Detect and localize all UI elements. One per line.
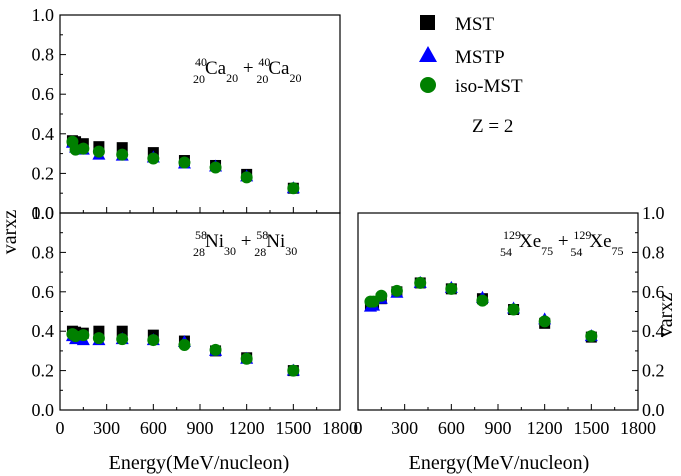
y-tick-label: 0.8 — [32, 242, 55, 262]
y-tick-label: 0.0 — [32, 400, 55, 420]
panel-2-system-label: 58 28Ni30 + 58 28Ni30 — [193, 228, 297, 259]
y-tick-label: 0.4 — [32, 124, 55, 144]
y-tick-label: 0.6 — [32, 282, 55, 302]
panel-2: 0.0 0.2 0.4 0.6 0.8 1.0 0 300 600 900 1200 1500 1800 — [32, 203, 359, 438]
panels-layer: 0.00.20.40.60.81.00.00.20.40.60.81.00 300… — [32, 5, 665, 438]
y-tick-label: 0.4 — [642, 321, 665, 341]
x-tick-label: 1500 — [573, 418, 609, 438]
point-iso-mst — [92, 332, 105, 345]
point-iso-mst — [507, 303, 520, 316]
x-axis-title-right: Energy(MeV/nucleon) — [409, 452, 590, 474]
point-iso-mst — [77, 329, 90, 342]
point-iso-mst — [147, 152, 160, 165]
y-axis-title-left: varxz — [0, 210, 21, 255]
point-mst — [116, 325, 128, 337]
x-axis-title-left: Energy(MeV/nucleon) — [109, 452, 290, 474]
point-iso-mst — [147, 334, 160, 347]
point-iso-mst — [375, 289, 388, 302]
point-mst — [93, 325, 105, 337]
point-mst — [116, 142, 128, 154]
legend-marker-mst — [420, 15, 435, 30]
y-tick-label: 0.8 — [32, 45, 55, 65]
y-tick-label: 0.2 — [642, 361, 665, 381]
x-tick-label: 1200 — [229, 418, 265, 438]
point-iso-mst — [476, 294, 489, 307]
x-tick-label: 0 — [354, 418, 363, 438]
y-tick-label: 0.6 — [642, 282, 665, 302]
legend: MST MSTP iso-MST — [419, 14, 523, 97]
point-iso-mst — [178, 338, 191, 351]
annotation-z: Z = 2 — [472, 116, 513, 137]
point-iso-mst — [287, 182, 300, 195]
y-tick-label: 0.6 — [32, 84, 55, 104]
y-tick-label: 1.0 — [32, 203, 55, 223]
y-tick-label: 0.2 — [32, 361, 55, 381]
point-iso-mst — [287, 364, 300, 377]
legend-label-mst: MST — [455, 14, 494, 35]
y-tick-label: 1.0 — [642, 203, 665, 223]
point-iso-mst — [178, 156, 191, 169]
point-iso-mst — [77, 142, 90, 155]
panel-1-system-label: 40 20Ca20 + 40 20Ca20 — [193, 55, 301, 86]
x-tick-label: 1800 — [620, 418, 656, 438]
x-tick-label: 0 — [56, 418, 65, 438]
point-iso-mst — [538, 315, 551, 328]
x-tick-label: 300 — [391, 418, 418, 438]
x-tick-label: 1200 — [527, 418, 563, 438]
y-tick-label: 0.0 — [642, 400, 665, 420]
y-tick-label: 0.4 — [32, 321, 55, 341]
legend-label-iso-mst: iso-MST — [455, 76, 523, 97]
x-tick-label: 900 — [485, 418, 512, 438]
point-iso-mst — [116, 333, 129, 346]
point-iso-mst — [209, 161, 222, 174]
legend-marker-mstp — [419, 46, 437, 62]
x-tick-label: 300 — [93, 418, 120, 438]
point-iso-mst — [116, 148, 129, 161]
x-tick-label: 1500 — [275, 418, 311, 438]
panel-3-system-label: 129 54 Xe75 + 129 54 Xe75 — [500, 228, 624, 259]
x-tick-label: 600 — [140, 418, 167, 438]
x-tick-label: 1800 — [322, 418, 358, 438]
y-axis-title-right: varxz — [655, 293, 677, 338]
point-iso-mst — [240, 352, 253, 365]
panel-2-frame — [59, 212, 341, 411]
y-tick-label: 1.0 — [32, 5, 55, 25]
point-iso-mst — [414, 276, 427, 289]
point-iso-mst — [209, 343, 222, 356]
point-iso-mst — [585, 330, 598, 343]
point-iso-mst — [92, 145, 105, 158]
x-tick-label: 600 — [438, 418, 465, 438]
point-iso-mst — [390, 284, 403, 297]
y-tick-label: 0.2 — [32, 163, 55, 183]
y-tick-label: 0.0 — [32, 203, 55, 223]
legend-marker-iso-mst — [420, 77, 436, 93]
point-iso-mst — [445, 282, 458, 295]
panel-1: 0.0 0.2 0.4 0.6 0.8 1.0 — [32, 5, 341, 223]
panel-3: 0.0 0.2 0.4 0.6 0.8 1.0 0 300 600 900 1200 1500 1800 — [354, 203, 665, 438]
x-tick-label: 900 — [187, 418, 214, 438]
point-iso-mst — [240, 171, 253, 184]
y-tick-label: 0.8 — [642, 242, 665, 262]
legend-label-mstp: MSTP — [455, 47, 505, 68]
